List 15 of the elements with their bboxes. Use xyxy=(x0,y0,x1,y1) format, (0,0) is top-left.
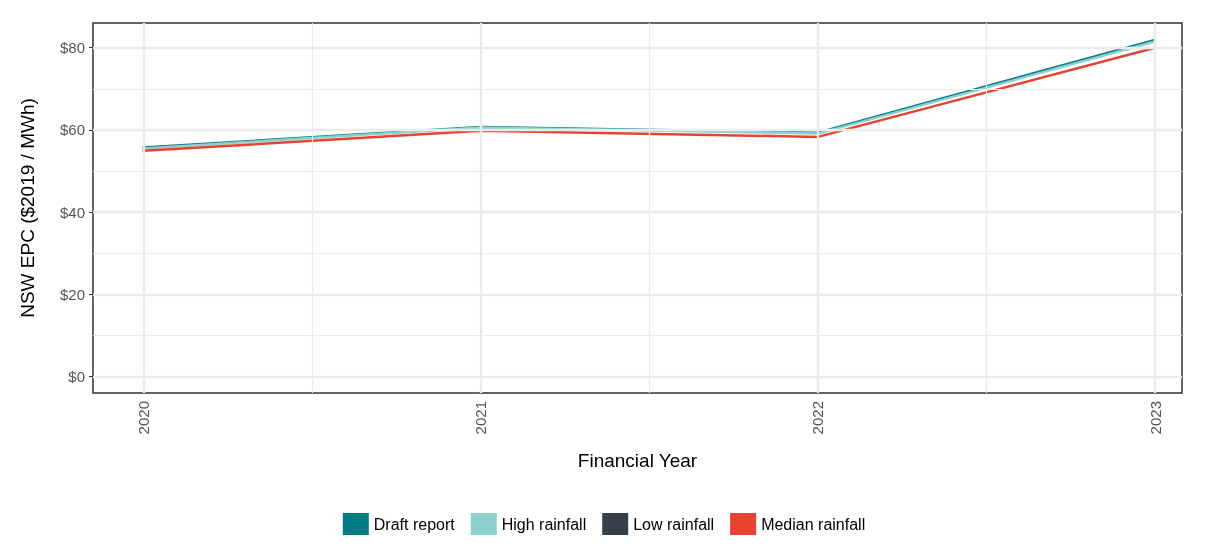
x-tick-label: 2020 xyxy=(135,401,153,435)
legend-label: Low rainfall xyxy=(633,515,715,533)
y-axis-title: NSW EPC ($2019 / MWh) xyxy=(17,98,38,318)
y-tick-label: $60 xyxy=(59,121,85,139)
y-tick-label: $40 xyxy=(59,203,85,221)
legend-label: Median rainfall xyxy=(761,515,866,533)
y-tick-label: $20 xyxy=(59,285,85,303)
x-tick-label: 2022 xyxy=(809,401,827,435)
legend-label: High rainfall xyxy=(501,515,587,533)
y-tick-label: $0 xyxy=(68,368,85,386)
x-tick-label: 2023 xyxy=(1146,401,1164,435)
legend-label: Draft report xyxy=(373,515,456,533)
x-tick-label: 2021 xyxy=(472,401,490,435)
y-tick-label: $80 xyxy=(59,39,85,57)
x-axis-title: Financial Year xyxy=(577,450,698,471)
